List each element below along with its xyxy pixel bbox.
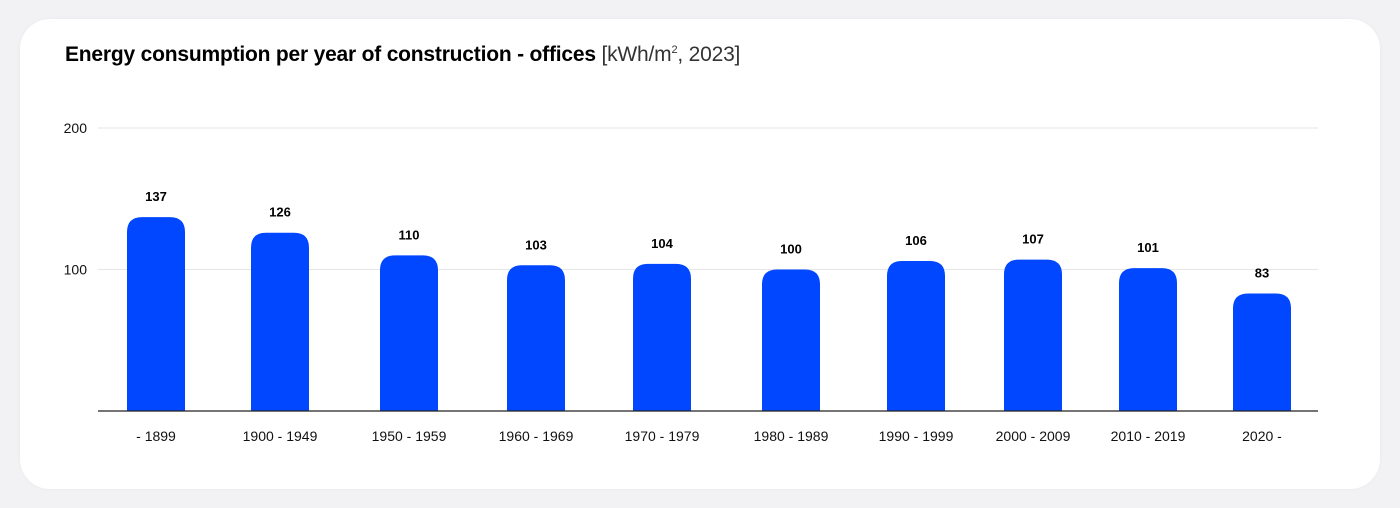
bar-value-label: 110 (399, 227, 420, 242)
bar-value-label: 103 (525, 237, 547, 252)
bar-value-label: 100 (780, 242, 802, 257)
bar (1119, 268, 1177, 411)
bar-value-label: 107 (1022, 232, 1044, 247)
bar-value-label: 101 (1137, 240, 1159, 255)
y-tick-label: 200 (64, 120, 88, 136)
bar (507, 265, 565, 411)
bar-value-label: 106 (905, 233, 927, 248)
x-tick-label: 1990 - 1999 (879, 428, 954, 444)
bar-value-label: 126 (269, 205, 291, 220)
x-tick-label: 1960 - 1969 (499, 428, 574, 444)
x-tick-label: 2010 - 2019 (1111, 428, 1186, 444)
chart-title-text: Energy consumption per year of construct… (65, 43, 596, 66)
bar (1233, 293, 1291, 411)
chart-title: Energy consumption per year of construct… (65, 43, 740, 67)
y-tick-label: 100 (64, 262, 88, 278)
x-tick-label: 1970 - 1979 (625, 428, 700, 444)
x-tick-label: 2000 - 2009 (996, 428, 1071, 444)
bar-value-label: 137 (145, 189, 167, 204)
bar (762, 269, 820, 411)
bar (633, 263, 691, 411)
chart-unit-suffix: , 2023] (677, 43, 741, 66)
bar (127, 217, 185, 411)
x-tick-label: 1980 - 1989 (754, 428, 829, 444)
chart-unit-sup: 2 (671, 44, 678, 56)
bar (251, 232, 309, 411)
bar-value-label: 83 (1255, 266, 1269, 281)
bar (1004, 259, 1062, 411)
x-tick-label: 1950 - 1959 (372, 428, 447, 444)
x-tick-label: - 1899 (136, 428, 176, 444)
x-tick-label: 1900 - 1949 (243, 428, 318, 444)
chart-unit: [kWh/m2, 2023] (601, 43, 740, 66)
x-tick-label: 2020 - (1242, 428, 1282, 444)
bar-value-label: 104 (651, 236, 673, 251)
bar (887, 261, 945, 411)
chart-unit-prefix: [kWh/m (601, 43, 672, 66)
bar (380, 255, 438, 411)
